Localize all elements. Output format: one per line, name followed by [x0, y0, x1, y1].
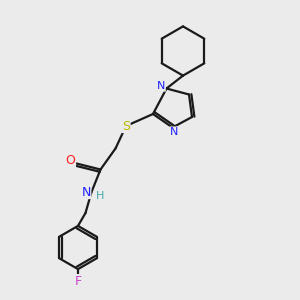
Text: S: S	[122, 119, 130, 133]
Text: O: O	[66, 154, 75, 167]
Text: N: N	[81, 185, 91, 199]
Text: N: N	[170, 127, 178, 137]
Text: F: F	[74, 274, 82, 288]
Text: H: H	[96, 190, 105, 201]
Text: N: N	[157, 81, 165, 91]
